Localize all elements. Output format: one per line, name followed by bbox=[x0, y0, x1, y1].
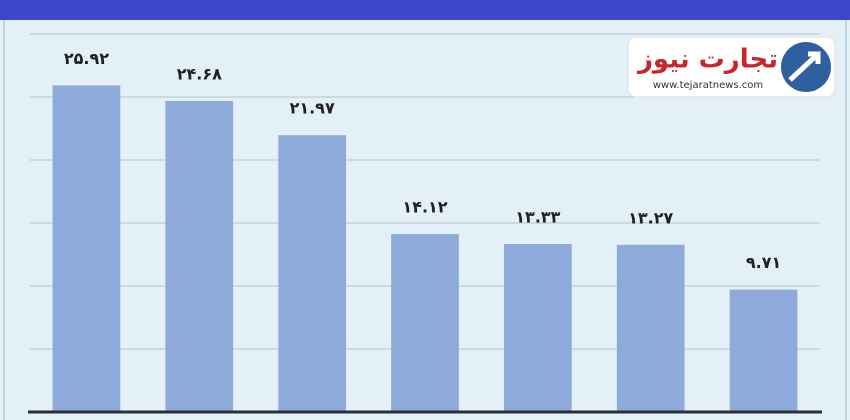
logo-url: www.tejaratnews.com bbox=[653, 80, 763, 91]
logo-name: تجارت نیوز bbox=[636, 45, 778, 75]
value-label: ۹.۷۱ bbox=[746, 253, 781, 272]
value-label: ۱۳.۳۳ bbox=[515, 208, 560, 227]
logo-arrow bbox=[788, 51, 821, 82]
value-label: ۱۴.۱۲ bbox=[402, 198, 447, 217]
header-band bbox=[0, 0, 850, 20]
bar bbox=[729, 289, 798, 412]
value-label: ۲۵.۹۲ bbox=[64, 49, 109, 68]
bar bbox=[165, 101, 234, 413]
value-label: ۲۱.۹۷ bbox=[290, 99, 335, 118]
value-label: ۲۴.۶۸ bbox=[177, 65, 222, 84]
logo: تجارت نیوز www.tejaratnews.com bbox=[627, 36, 836, 98]
bar bbox=[278, 135, 346, 413]
bar bbox=[616, 244, 685, 412]
bar bbox=[504, 244, 572, 412]
bar bbox=[391, 234, 459, 412]
bar bbox=[52, 85, 121, 413]
logo-box bbox=[627, 36, 836, 98]
value-label: ۱۳.۲۷ bbox=[628, 208, 673, 227]
